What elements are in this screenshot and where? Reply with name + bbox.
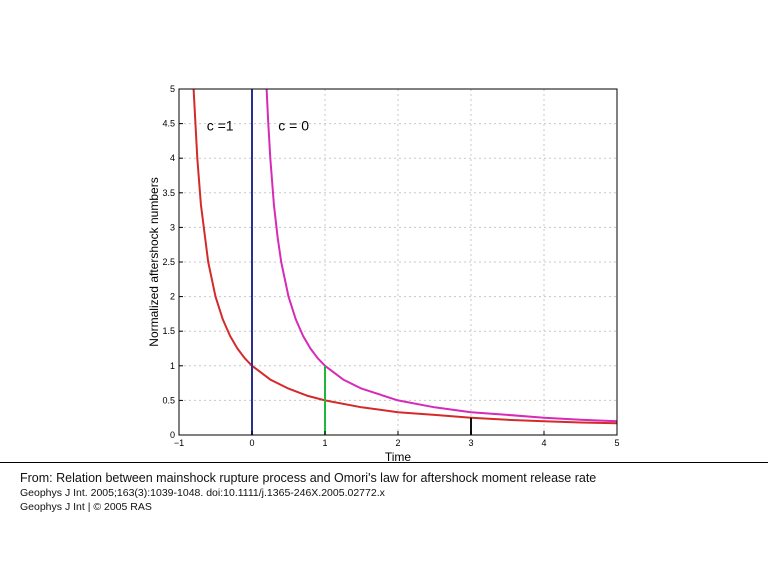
caption-title: From: Relation between mainshock rupture…: [20, 471, 597, 485]
x-tick-label: 2: [395, 438, 400, 448]
y-tick-label: 2: [170, 292, 175, 302]
grid-lines: [178, 88, 618, 436]
caption-citation: Geophys J Int. 2005;163(3):1039-1048. do…: [20, 487, 385, 499]
x-tick-label: 1: [322, 438, 327, 448]
series-line-1: [192, 88, 618, 425]
y-tick-label: 1: [170, 361, 175, 371]
x-tick-label: 3: [468, 438, 473, 448]
y-tick-label: 5: [170, 84, 175, 94]
annotations: c =1 c = 0: [207, 118, 309, 134]
y-tick-label: 4.5: [162, 119, 175, 129]
chart-svg: −1 0 1 2 3 4 500.511.522.533.544.55 Time Norma…: [147, 84, 620, 462]
y-tick-label: 0: [170, 430, 175, 440]
annotation-1: c =1: [207, 118, 234, 134]
annotation-2: c = 0: [278, 118, 309, 134]
x-tick-label: 0: [249, 438, 254, 448]
y-tick-label: 2.5: [162, 257, 175, 267]
caption-divider: [0, 462, 768, 463]
y-tick-label: 4: [170, 153, 175, 163]
series-line-2: [265, 88, 618, 423]
figure-caption: From: Relation between mainshock rupture…: [20, 470, 760, 514]
x-tick-label: 5: [614, 438, 619, 448]
tick-labels: −1 0 1 2 3 4 500.511.522.533.544.55: [162, 84, 619, 448]
series-group: [192, 88, 618, 425]
x-axis-label: Time: [385, 450, 412, 462]
y-tick-label: 3.5: [162, 188, 175, 198]
y-tick-label: 3: [170, 222, 175, 232]
y-tick-label: 1.5: [162, 326, 175, 336]
y-axis-label: Normalized aftershock numbers: [147, 177, 161, 346]
y-tick-label: 0.5: [162, 395, 175, 405]
x-tick-label: 4: [541, 438, 546, 448]
caption-copyright: Geophys J Int | © 2005 RAS: [20, 501, 152, 513]
chart-figure: −1 0 1 2 3 4 5 0 0.5 1 1.5 2 2.5 3 3.5 4 4.5 5 Time Norma…: [147, 84, 620, 462]
x-tick-label: −1: [174, 438, 184, 448]
